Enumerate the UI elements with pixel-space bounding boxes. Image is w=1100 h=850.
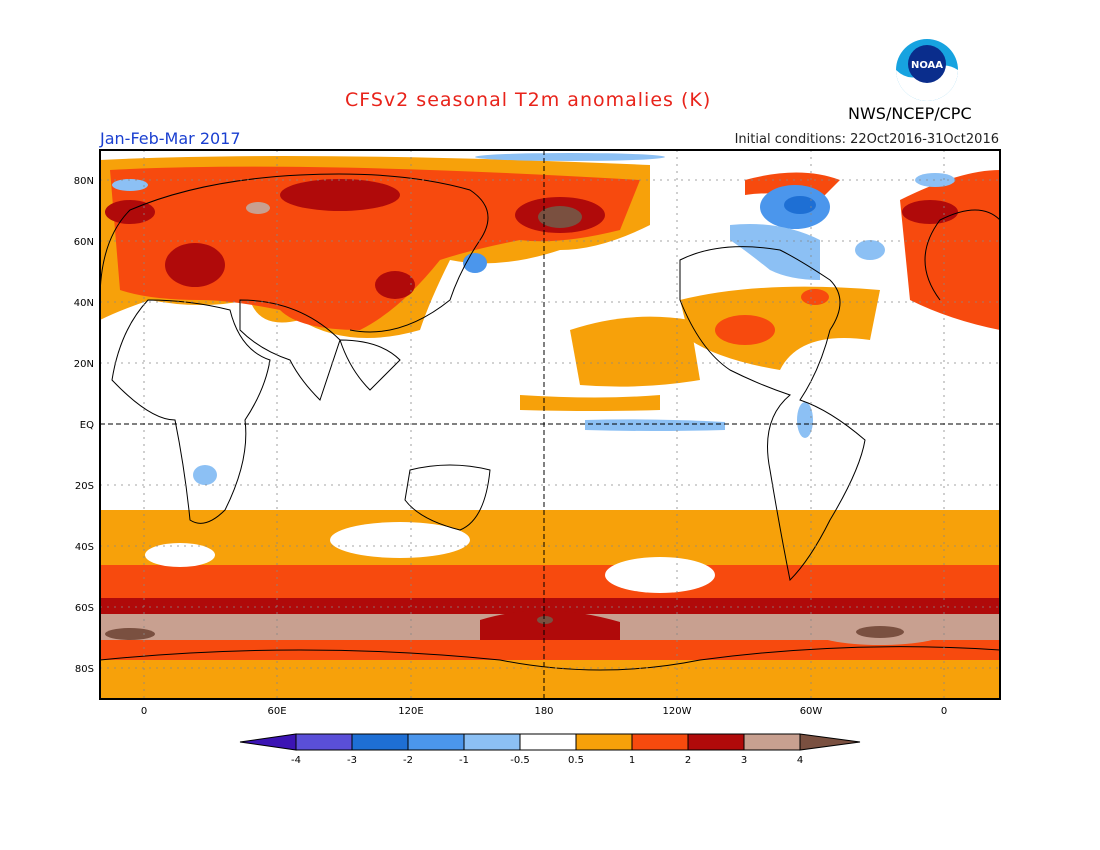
initial-conditions-label: Initial conditions: 22Oct2016-31Oct2016 <box>734 132 999 147</box>
lat-label: 40N <box>74 298 94 309</box>
equator-dateline <box>100 150 1000 699</box>
colorbar-label: -4 <box>291 755 301 766</box>
lon-label: 180 <box>534 706 553 717</box>
colorbar-segment <box>575 733 633 751</box>
lat-label: EQ <box>80 420 94 431</box>
colorbar-segment <box>687 733 745 751</box>
colorbar-segment <box>743 733 801 751</box>
logo-text: NOAA <box>911 60 943 71</box>
lon-label: 60W <box>800 706 823 717</box>
lon-label: 120E <box>398 706 423 717</box>
map-frame <box>99 149 1001 700</box>
lat-label: 80N <box>74 176 94 187</box>
lon-label: 0 <box>141 706 147 717</box>
lon-label: 60E <box>267 706 286 717</box>
colorbar-label: 1 <box>629 755 635 766</box>
lon-label: 120W <box>663 706 692 717</box>
colorbar-segment <box>463 733 521 751</box>
colorbar-segment <box>351 733 409 751</box>
colorbar-segment <box>239 733 297 751</box>
lat-label: 20S <box>75 481 94 492</box>
lat-label: 60S <box>75 603 94 614</box>
colorbar-label: -0.5 <box>510 755 530 766</box>
colorbar-label: -2 <box>403 755 413 766</box>
colorbar-label: -3 <box>347 755 357 766</box>
colorbar-label: 0.5 <box>568 755 584 766</box>
season-label: Jan-Feb-Mar 2017 <box>100 129 241 148</box>
lat-label: 40S <box>75 542 94 553</box>
colorbar-label: 4 <box>797 755 803 766</box>
colorbar-segment <box>799 733 861 751</box>
lat-label: 60N <box>74 237 94 248</box>
colorbar-segment <box>519 733 577 751</box>
lat-label: 20N <box>74 359 94 370</box>
map-title: CFSv2 seasonal T2m anomalies (K) <box>345 89 712 111</box>
colorbar-label: 2 <box>685 755 691 766</box>
map-fields <box>100 153 1000 699</box>
colorbar-segment <box>407 733 465 751</box>
colorbar-label: -1 <box>459 755 469 766</box>
colorbar-segment <box>631 733 689 751</box>
colorbar <box>239 733 861 751</box>
lat-label: 80S <box>75 664 94 675</box>
noaa-logo: NOAA <box>895 38 959 102</box>
colorbar-label: 3 <box>741 755 747 766</box>
colorbar-segment <box>295 733 353 751</box>
lon-label: 0 <box>941 706 947 717</box>
agency-label: NWS/NCEP/CPC <box>848 104 972 123</box>
